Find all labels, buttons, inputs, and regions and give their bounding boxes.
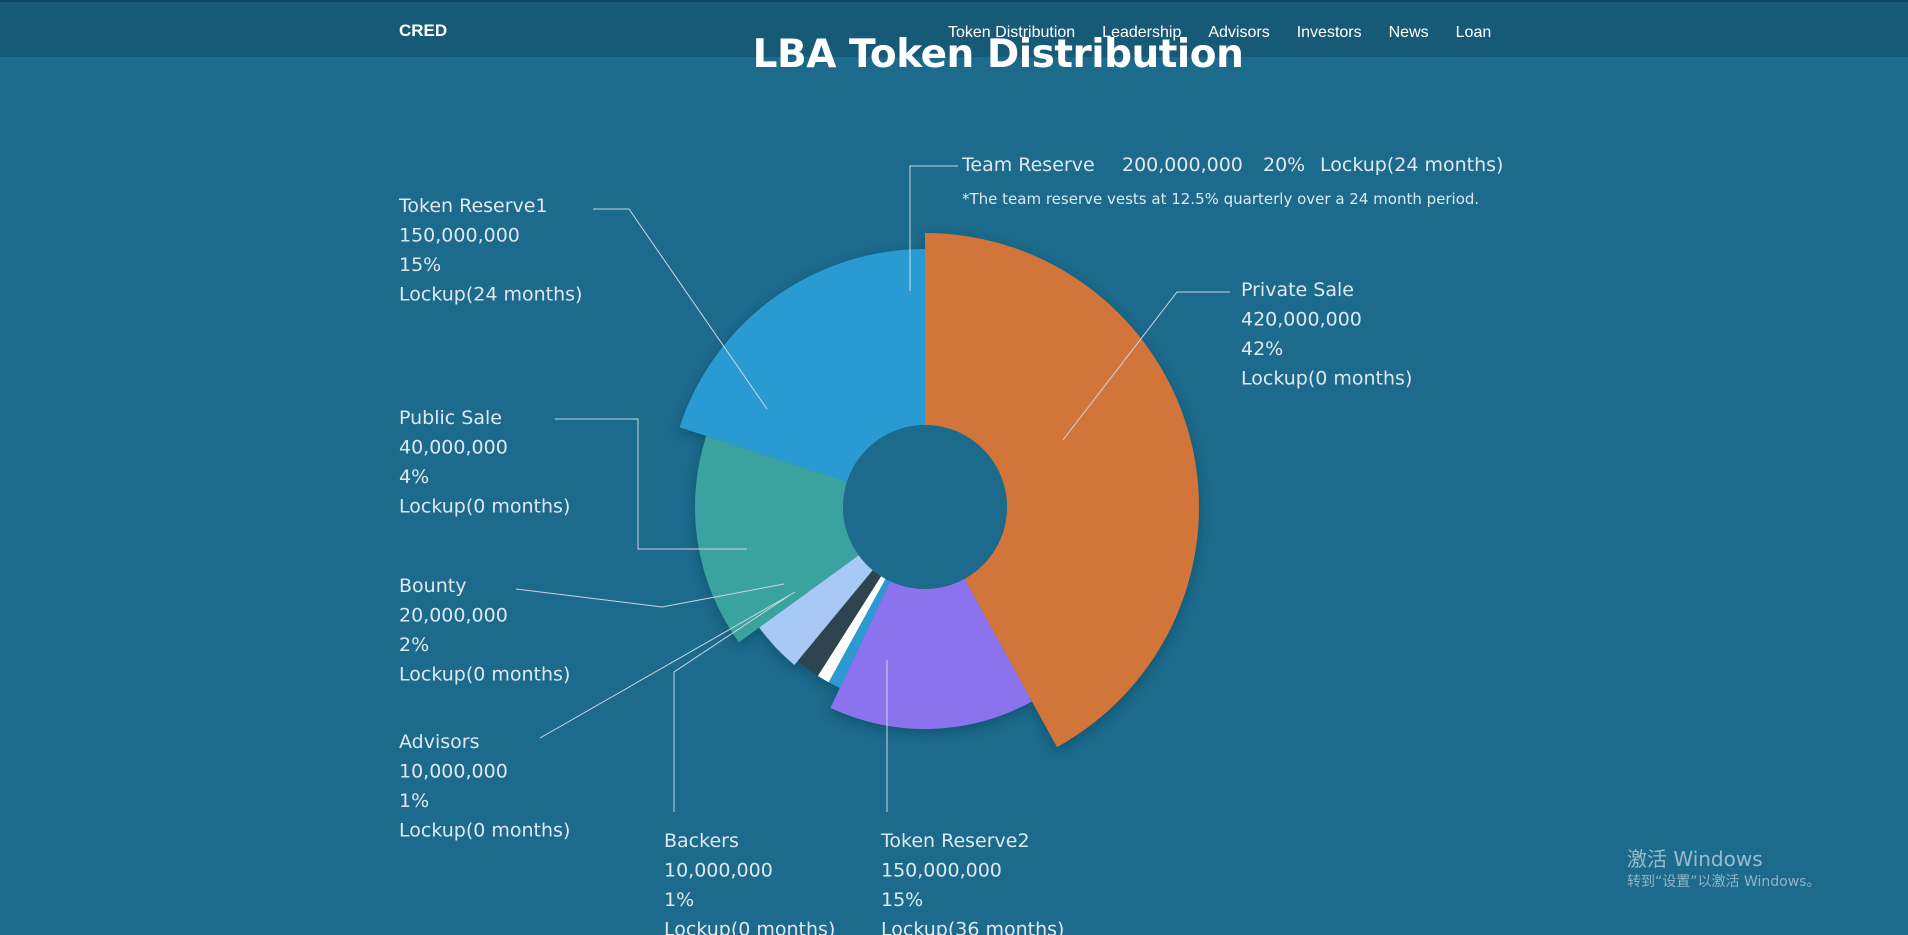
label-token-reserve1-lockup: Lockup(24 months) [399, 284, 582, 306]
label-token-reserve2-percent: 15% [881, 889, 923, 911]
slice-token-reserve1 [695, 435, 859, 643]
label-bounty-percent: 2% [399, 634, 429, 656]
leader-line-backers [673, 594, 791, 812]
windows-activation-title: 激活 Windows [1627, 847, 1763, 871]
label-token-reserve2-tokens: 150,000,000 [881, 860, 1002, 882]
label-advisors-lockup: Lockup(0 months) [399, 820, 570, 842]
label-team-reserve-tokens: 200,000,000 [1122, 154, 1243, 176]
label-private-sale-percent: 42% [1241, 338, 1283, 360]
label-public-sale-name: Public Sale [399, 407, 502, 429]
label-token-reserve2-lockup: Lockup(36 months) [881, 919, 1064, 935]
slice-team-reserve [679, 249, 925, 482]
label-advisors-percent: 1% [399, 790, 429, 812]
slice-private-sale [925, 233, 1200, 748]
main-nav: Token Distribution Leadership Advisors I… [948, 24, 1518, 42]
label-token-reserve1-name: Token Reserve1 [398, 195, 548, 217]
label-private-sale-name: Private Sale [1241, 279, 1354, 301]
brand-logo[interactable]: CRED [399, 21, 448, 40]
leader-line-advisors [539, 591, 796, 739]
label-public-sale-lockup: Lockup(0 months) [399, 496, 570, 518]
slice-backers [828, 578, 891, 688]
chart-title: LBA Token Distribution [752, 32, 1244, 77]
label-backers-lockup: Lockup(0 months) [664, 919, 835, 935]
label-team-reserve-percent: 20% [1263, 154, 1305, 176]
top-nav-bar: CRED Token Distribution Leadership Advis… [0, 0, 1908, 57]
leader-line-team-reserve [909, 165, 958, 291]
label-backers-name: Backers [664, 830, 739, 852]
label-token-reserve1-tokens: 150,000,000 [399, 225, 520, 247]
slice-advisors [817, 576, 886, 683]
label-public-sale-percent: 4% [399, 466, 429, 488]
label-advisors-name: Advisors [399, 731, 479, 753]
slice-bounty [797, 570, 882, 676]
leader-line-public-sale [555, 418, 747, 550]
windows-activation-hint: 转到“设置”以激活 Windows。 [1627, 874, 1821, 890]
label-backers-tokens: 10,000,000 [664, 860, 773, 882]
label-private-sale-tokens: 420,000,000 [1241, 309, 1362, 331]
label-private-sale-lockup: Lockup(0 months) [1241, 368, 1412, 390]
label-team-reserve-name: Team Reserve [961, 154, 1095, 176]
nav-loan[interactable]: Loan [1455, 24, 1492, 41]
label-public-sale-tokens: 40,000,000 [399, 437, 508, 459]
label-backers-percent: 1% [664, 889, 694, 911]
nav-investors[interactable]: Investors [1296, 24, 1362, 41]
team-reserve-vesting-note: *The team reserve vests at 12.5% quarter… [962, 190, 1479, 208]
slice-public-sale [759, 555, 873, 665]
nav-news[interactable]: News [1388, 24, 1429, 41]
leader-line-bounty [515, 583, 785, 608]
nav-advisors[interactable]: Advisors [1208, 24, 1270, 41]
slice-token-reserve2 [830, 578, 1032, 730]
nav-token-distribution[interactable]: Token Distribution [948, 24, 1076, 41]
label-token-reserve1-percent: 15% [399, 254, 441, 276]
nav-leadership[interactable]: Leadership [1102, 24, 1182, 41]
label-advisors-tokens: 10,000,000 [399, 761, 508, 783]
label-team-reserve-lockup: Lockup(24 months) [1320, 154, 1503, 176]
label-bounty-tokens: 20,000,000 [399, 605, 508, 627]
leader-line-private-sale [1062, 291, 1230, 441]
label-token-reserve2-name: Token Reserve2 [880, 830, 1030, 852]
label-bounty-name: Bounty [399, 575, 466, 597]
donut-hole [843, 425, 1007, 589]
label-bounty-lockup: Lockup(0 months) [399, 664, 570, 686]
leader-line-token-reserve1 [593, 208, 768, 410]
